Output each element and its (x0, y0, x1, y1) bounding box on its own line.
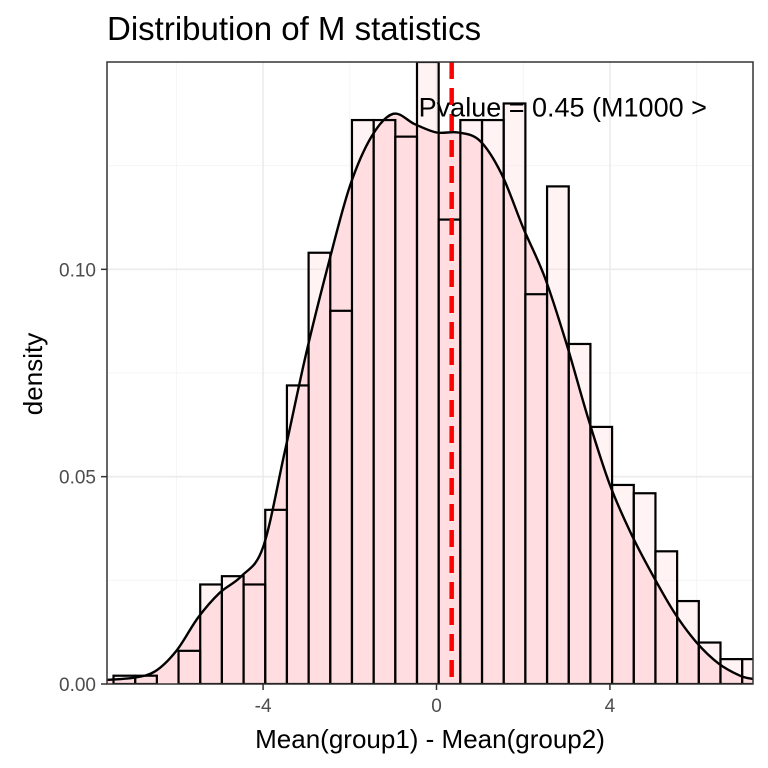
density-curve (107, 112, 753, 682)
histogram-bar (545, 185, 570, 684)
y-axis-ticks: 0.00 0.05 0.10 (59, 260, 107, 696)
histogram-bar (372, 118, 397, 684)
histogram-bar (199, 583, 223, 684)
chart-title: Distribution of M statistics (107, 10, 481, 47)
histogram-bar (307, 251, 332, 684)
y-tick-label: 0.00 (59, 675, 96, 696)
histogram-bar (177, 649, 202, 684)
x-tick-label: 0 (431, 696, 442, 717)
histogram-bar (480, 118, 505, 684)
histogram-bar (329, 309, 354, 684)
histogram-bar (394, 135, 419, 684)
histogram-bar (524, 293, 549, 684)
density-curve-line-group (107, 112, 753, 682)
histogram-bar (264, 508, 289, 684)
y-axis-title: density (18, 333, 48, 415)
histogram-bar (220, 575, 245, 684)
histogram-bar (459, 118, 484, 684)
pvalue-annotation: Pvalue = 0.45 (M1000 > (419, 93, 707, 123)
histogram-bar (242, 583, 267, 684)
y-tick-label: 0.05 (59, 468, 96, 489)
annotation-group: Pvalue = 0.45 (M1000 > (419, 93, 707, 123)
histogram-bar (415, 62, 440, 684)
x-axis-title: Mean(group1) - Mean(group2) (255, 724, 605, 754)
y-tick-label: 0.10 (59, 260, 96, 281)
histogram-bar (589, 425, 614, 684)
histogram-bars (112, 62, 753, 684)
histogram-bar (350, 118, 375, 684)
panel-border (106, 61, 754, 685)
histogram-bar (654, 550, 679, 684)
histogram-bar (502, 102, 527, 684)
x-tick-label: -4 (255, 696, 272, 717)
x-tick-label: 4 (605, 696, 616, 717)
x-axis-ticks: -4 0 4 (255, 684, 616, 717)
histogram-bar (632, 492, 657, 684)
histogram-bar (567, 342, 592, 684)
